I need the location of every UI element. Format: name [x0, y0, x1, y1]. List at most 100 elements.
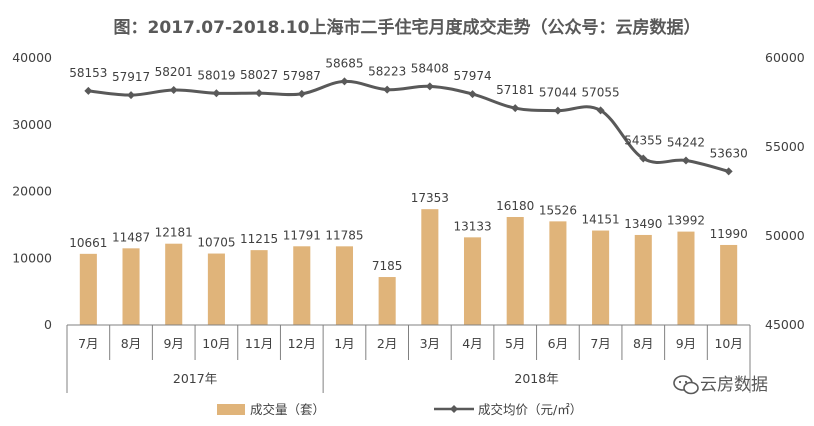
right-tick-label: 50000	[765, 228, 805, 243]
line-point	[340, 77, 349, 86]
right-axis: 45000 50000 55000 60000	[765, 50, 805, 332]
line-data-label: 57044	[539, 86, 577, 100]
category-label: 5月	[505, 336, 525, 351]
bar-data-label: 7185	[372, 259, 403, 273]
line-point	[169, 86, 178, 95]
line-point	[724, 167, 733, 176]
legend: 成交量（套） 成交均价（元/㎡）	[217, 402, 582, 417]
left-tick-label: 0	[44, 317, 52, 332]
bar	[378, 277, 396, 325]
line-data-label: 53630	[710, 146, 748, 160]
left-tick-label: 10000	[12, 250, 52, 265]
line-data-label: 57974	[453, 69, 491, 83]
chart-title: 图：2017.07-2018.10上海市二手住宅月度成交走势（公众号：云房数据）	[114, 17, 701, 38]
category-label: 3月	[420, 336, 440, 351]
bar-data-label: 12181	[155, 226, 193, 240]
line-data-label: 58201	[155, 65, 193, 79]
bar-data-label: 13992	[667, 214, 705, 228]
watermark-text: 云房数据	[700, 375, 768, 395]
bar-data-label: 13133	[453, 219, 491, 233]
right-tick-label: 60000	[765, 50, 805, 65]
left-tick-label: 30000	[12, 117, 52, 132]
legend-swatch-bar	[217, 404, 245, 415]
bar-data-label: 11990	[710, 227, 748, 241]
line-point	[681, 156, 690, 165]
category-label: 9月	[676, 336, 696, 351]
price-line	[88, 79, 730, 173]
line-series: 58153 57917 58201 58019 58027 57987 58685 58223…	[69, 56, 748, 176]
line-data-label: 58685	[325, 56, 363, 70]
year-label: 2018年	[514, 371, 558, 386]
category-label: 11月	[245, 336, 273, 351]
line-data-label: 54242	[667, 135, 705, 149]
bar	[549, 221, 567, 325]
line-data-label: 57917	[112, 70, 150, 84]
category-label: 8月	[121, 336, 141, 351]
bar	[634, 234, 652, 325]
category-label: 7月	[590, 336, 610, 351]
line-data-label: 58153	[69, 66, 107, 80]
legend-label-bar: 成交量（套）	[250, 402, 325, 417]
line-data-label: 58223	[368, 65, 406, 79]
bar-data-label: 11487	[112, 230, 150, 244]
category-label: 10月	[714, 336, 742, 351]
bar-data-label: 15526	[539, 203, 577, 217]
right-tick-label: 45000	[765, 317, 805, 332]
category-axis: 7月 8月 9月 10月 11月 12月 1月 2月 3月 4月 5月 6月 7月 8月 9月 10月 2017…	[66, 324, 751, 393]
bar-data-label: 11215	[240, 232, 278, 246]
line-point	[425, 82, 434, 91]
bar	[122, 248, 140, 325]
bar-data-label: 16180	[496, 199, 534, 213]
bar	[421, 209, 439, 325]
category-label: 2月	[377, 336, 397, 351]
line-data-label: 58019	[197, 68, 235, 82]
category-label: 8月	[633, 336, 653, 351]
left-tick-label: 40000	[12, 50, 52, 65]
line-data-label: 57181	[496, 83, 534, 97]
line-point	[553, 106, 562, 115]
category-label: 9月	[163, 336, 183, 351]
line-point	[596, 106, 605, 115]
line-data-label: 57055	[582, 85, 620, 99]
bar-data-label: 13490	[624, 217, 662, 231]
bar	[250, 250, 268, 325]
category-label: 10月	[202, 336, 230, 351]
legend-swatch-marker	[450, 405, 458, 413]
line-point	[84, 86, 93, 95]
line-data-label: 58408	[411, 61, 449, 75]
category-label: 1月	[334, 336, 354, 351]
left-axis: 0 10000 20000 30000 40000	[12, 50, 52, 332]
line-data-label: 57987	[283, 69, 321, 83]
legend-label-line: 成交均价（元/㎡）	[478, 402, 582, 417]
category-label: 12月	[288, 336, 316, 351]
bar-data-label: 10661	[69, 236, 107, 250]
bar-data-label: 10705	[197, 236, 235, 250]
bar	[592, 230, 610, 325]
bar	[463, 237, 482, 325]
bar-data-label: 11785	[325, 228, 363, 242]
bar	[165, 243, 183, 325]
bar	[79, 253, 97, 325]
bar-series: 10661 11487 12181 10705 11215 11791 11785 7185 1…	[69, 191, 748, 325]
bar-data-label: 11791	[283, 228, 321, 242]
bar	[677, 231, 695, 325]
line-point	[127, 91, 136, 100]
bar	[720, 244, 738, 325]
category-label: 4月	[462, 336, 482, 351]
line-data-label: 58027	[240, 68, 278, 82]
bar	[293, 246, 311, 325]
wechat-icon	[673, 375, 699, 395]
bar-data-label: 14151	[582, 213, 620, 227]
line-data-label: 54355	[624, 133, 662, 147]
bar	[335, 246, 354, 325]
bar	[506, 216, 524, 325]
line-point	[297, 89, 306, 98]
line-point	[212, 89, 221, 98]
line-point	[383, 85, 392, 94]
bar	[207, 253, 225, 325]
line-point	[639, 154, 648, 163]
watermark: 云房数据	[673, 375, 768, 395]
line-point	[511, 104, 520, 113]
category-label: 6月	[548, 336, 568, 351]
